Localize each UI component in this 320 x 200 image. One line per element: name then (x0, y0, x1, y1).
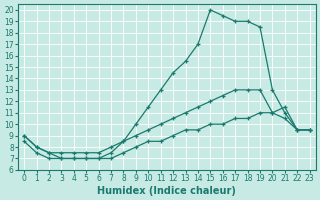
X-axis label: Humidex (Indice chaleur): Humidex (Indice chaleur) (98, 186, 236, 196)
